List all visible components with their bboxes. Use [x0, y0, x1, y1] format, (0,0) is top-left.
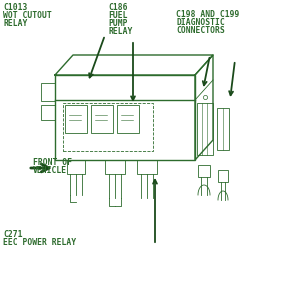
Text: WOT CUTOUT: WOT CUTOUT — [3, 11, 52, 20]
Bar — [41, 105, 55, 120]
Text: FUEL: FUEL — [108, 11, 128, 20]
Bar — [197, 103, 213, 155]
Bar — [217, 108, 229, 150]
Bar — [55, 75, 195, 160]
Text: RELAY: RELAY — [3, 19, 27, 28]
Text: EEC POWER RELAY: EEC POWER RELAY — [3, 238, 76, 247]
Bar — [198, 165, 210, 177]
Bar — [105, 160, 125, 174]
Text: C186: C186 — [108, 3, 128, 12]
Text: RELAY: RELAY — [108, 27, 132, 36]
Text: C1013: C1013 — [3, 3, 27, 12]
Text: DIAGNOSTIC: DIAGNOSTIC — [176, 18, 225, 27]
Bar — [137, 160, 157, 174]
Bar — [65, 105, 87, 133]
Bar — [63, 103, 153, 151]
Bar — [67, 160, 85, 174]
Bar — [41, 83, 55, 101]
Text: CONNECTORS: CONNECTORS — [176, 26, 225, 35]
Bar — [91, 105, 113, 133]
Bar — [117, 105, 139, 133]
Text: PUMP: PUMP — [108, 19, 128, 28]
Text: FRONT OF: FRONT OF — [33, 158, 72, 167]
Bar — [218, 170, 228, 182]
Text: C198 AND C199: C198 AND C199 — [176, 10, 239, 19]
Text: C271: C271 — [3, 230, 22, 239]
Text: VEHICLE: VEHICLE — [33, 166, 67, 175]
